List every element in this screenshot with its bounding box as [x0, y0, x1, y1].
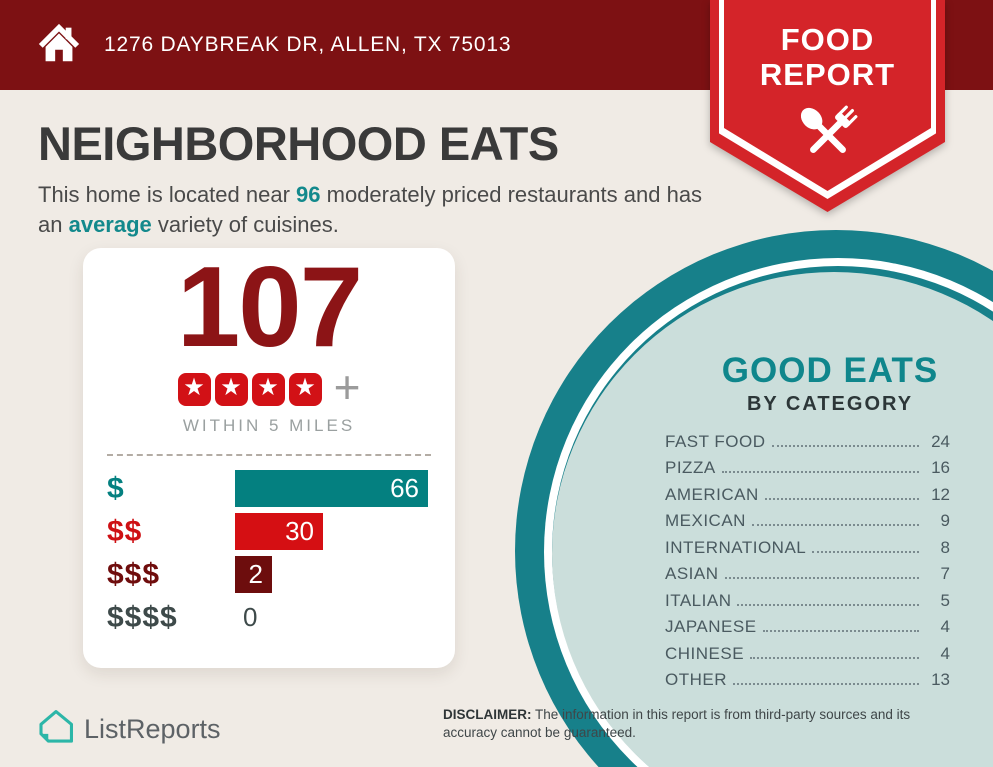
- footer-brand: ListReports: [36, 706, 221, 753]
- subtitle-mid: moderately priced restaurants and has an: [38, 182, 703, 237]
- plus-icon: +: [333, 361, 361, 413]
- category-row: ITALIAN 5: [665, 586, 950, 613]
- category-label: INTERNATIONAL: [665, 537, 807, 557]
- disclaimer: DISCLAIMER: The information in this repo…: [443, 706, 958, 741]
- category-value: 5: [940, 590, 950, 610]
- category-dot-leader: [751, 524, 919, 526]
- category-value: 8: [940, 537, 950, 557]
- ribbon-content: FOOD REPORT: [710, 0, 945, 212]
- category-list: FAST FOOD 24 PIZZA 16 AMERICAN 12 MEXICAN 9 INTE…: [665, 427, 950, 692]
- category-value: 7: [940, 564, 950, 583]
- category-dot-leader: [750, 656, 919, 659]
- disclaimer-text: The information in this report is from t…: [443, 707, 911, 740]
- category-label: ASIAN: [665, 564, 719, 583]
- ribbon-title-line1: FOOD: [780, 22, 875, 57]
- price-value: 0: [243, 602, 258, 632]
- good-eats-title: GOOD EATS: [721, 351, 939, 390]
- property-address: 1276 DAYBREAK DR, ALLEN, TX 75013: [104, 33, 512, 56]
- brand-name: ListReports: [84, 714, 221, 744]
- page-title: NEIGHBORHOOD EATS: [38, 117, 559, 170]
- category-value: 16: [931, 458, 950, 477]
- price-bar: 2: [235, 556, 272, 593]
- category-label: MEXICAN: [665, 511, 746, 530]
- price-bar: 30: [235, 513, 323, 550]
- category-value: 4: [940, 643, 950, 663]
- star-rating: ★ ★ ★ ★ +: [83, 364, 455, 410]
- home-icon: [36, 20, 82, 71]
- category-label: FAST FOOD: [665, 431, 766, 451]
- food-report-ribbon: FOOD REPORT: [710, 0, 945, 212]
- price-label: $$: [107, 514, 143, 548]
- radius-label: WITHIN 5 MILES: [182, 416, 356, 435]
- price-bar: 66: [235, 470, 428, 507]
- category-dot-leader: [764, 497, 919, 500]
- category-value: 13: [931, 670, 950, 689]
- category-row: JAPANESE 4: [665, 613, 950, 640]
- category-label: JAPANESE: [665, 617, 757, 636]
- total-restaurant-count: 107: [176, 244, 363, 371]
- variety-highlight: average: [68, 212, 152, 237]
- subtitle-lead: This home is located near: [38, 182, 297, 207]
- subtitle-tail: variety of cuisines.: [151, 212, 339, 237]
- price-value: 30: [285, 516, 314, 546]
- category-row: AMERICAN 12: [665, 480, 950, 507]
- category-dot-leader: [737, 603, 919, 606]
- price-row: $$$ 2: [107, 556, 431, 593]
- price-row: $$$$ 0: [107, 599, 431, 636]
- category-label: AMERICAN: [665, 484, 759, 504]
- category-dot-leader: [812, 550, 919, 553]
- price-label: $$$: [107, 557, 161, 591]
- listreports-logo-icon: [36, 706, 76, 753]
- summary-card: 107 ★ ★ ★ ★ + WITHIN 5 MILES $66 $$ 30 $$$ 2 $$$$…: [83, 248, 455, 668]
- category-row: CHINESE 4: [665, 639, 950, 666]
- star-icon: ★: [214, 372, 248, 406]
- category-dot-leader: [762, 630, 919, 632]
- price-value: 66: [390, 473, 419, 503]
- category-dot-leader: [724, 577, 919, 579]
- category-value: 4: [940, 617, 950, 636]
- category-label: OTHER: [665, 670, 727, 689]
- category-row: INTERNATIONAL 8: [665, 533, 950, 560]
- utensils-icon: [710, 98, 945, 172]
- price-level-chart: $66 $$ 30 $$$ 2 $$$$ 0: [107, 470, 431, 636]
- category-value: 9: [940, 511, 950, 530]
- category-label: ITALIAN: [665, 590, 732, 610]
- category-dot-leader: [721, 471, 919, 473]
- category-row: OTHER 13: [665, 666, 950, 693]
- good-eats-subtitle: BY CATEGORY: [746, 393, 914, 415]
- category-label: PIZZA: [665, 458, 716, 477]
- price-value: 2: [248, 559, 263, 589]
- category-row: PIZZA 16: [665, 454, 950, 481]
- category-dot-leader: [771, 444, 919, 447]
- page-subtitle: This home is located near 96 moderately …: [38, 180, 718, 240]
- category-label: CHINESE: [665, 643, 745, 663]
- price-row: $$ 30: [107, 513, 431, 550]
- category-row: MEXICAN 9: [665, 507, 950, 534]
- price-label: $: [107, 471, 125, 505]
- star-icon: ★: [288, 372, 322, 406]
- ribbon-title-line2: REPORT: [759, 57, 896, 92]
- restaurant-count-highlight: 96: [296, 182, 321, 207]
- category-row: FAST FOOD 24: [665, 427, 950, 454]
- category-value: 24: [931, 431, 950, 451]
- price-row: $66: [107, 470, 431, 507]
- star-icon: ★: [251, 372, 285, 406]
- star-icon: ★: [177, 372, 211, 406]
- good-eats-heading: GOOD EATS BY CATEGORY: [640, 352, 993, 416]
- disclaimer-label: DISCLAIMER:: [443, 707, 532, 722]
- category-row: ASIAN 7: [665, 560, 950, 587]
- category-value: 12: [931, 484, 950, 504]
- dashed-divider: [107, 454, 431, 456]
- category-dot-leader: [733, 683, 919, 685]
- price-label: $$$$: [107, 600, 178, 634]
